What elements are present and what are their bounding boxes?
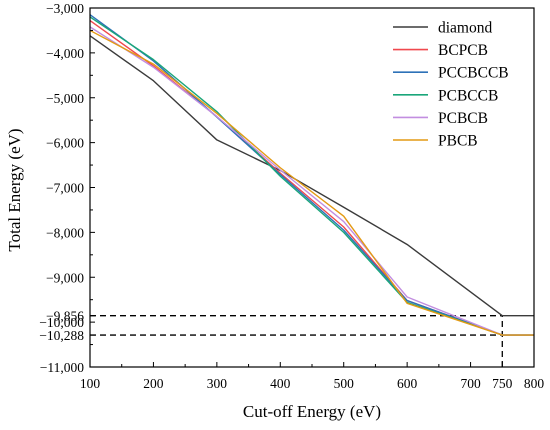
y-tick-label: −11,000 (40, 360, 84, 375)
y-axis-title: Total Energy (eV) (5, 128, 24, 251)
legend: diamond BCPCB PCCBCCB PCBCCB PCBCB PBCB (393, 20, 509, 150)
y-tick-label: −7,000 (46, 181, 84, 196)
x-tick-label: 750 (492, 376, 513, 391)
legend-label: PCBCB (438, 110, 488, 127)
x-tick-label: 700 (460, 376, 481, 391)
series-line-diamond (89, 35, 534, 317)
y-tick-label: −3,000 (46, 1, 84, 16)
x-tick-label: 600 (397, 376, 418, 391)
x-tick-label: 300 (207, 376, 228, 391)
y-tick-label: −5,000 (46, 91, 84, 106)
y-tick-label: −6,000 (46, 136, 84, 151)
y-tick-label: −8,000 (46, 225, 84, 240)
x-tick-label: 400 (270, 376, 291, 391)
x-tick-label: 500 (334, 376, 355, 391)
legend-label: diamond (438, 20, 492, 37)
x-tick-label: 200 (143, 376, 164, 391)
series-line-pcbcb (89, 26, 534, 336)
x-axis-title: Cut-off Energy (eV) (243, 402, 381, 421)
reference-lines (90, 315, 503, 367)
legend-label: PCBCCB (438, 87, 498, 104)
y-tick-label: −10,000 (39, 315, 84, 330)
y-tick-label: −10,288 (39, 328, 84, 343)
legend-label: PCCBCCB (438, 65, 509, 82)
series-lines (89, 14, 534, 336)
x-tick-label: 800 (524, 376, 545, 391)
y-tick-label: −9,000 (46, 270, 84, 285)
legend-label: BCPCB (438, 42, 488, 59)
ticks: 100 200 300 400 500 600 700 750 800 −3,000 −4,000 −… (39, 1, 544, 391)
legend-label: PBCB (438, 133, 478, 150)
y-tick-label: −4,000 (46, 46, 84, 61)
series-line-pbcb (89, 29, 534, 336)
x-tick-label: 100 (80, 376, 101, 391)
y-tick-label: −9,856 (46, 309, 84, 324)
